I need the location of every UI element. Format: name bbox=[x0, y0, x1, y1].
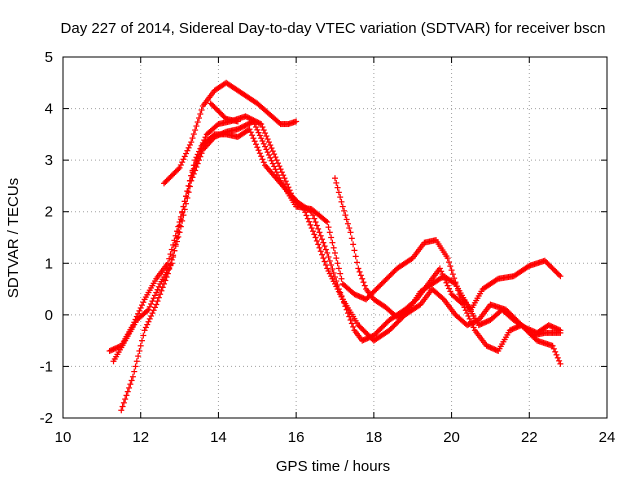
x-tick-label: 24 bbox=[599, 429, 616, 446]
y-tick-label: 3 bbox=[45, 152, 53, 169]
data-points bbox=[106, 79, 564, 414]
x-tick-label: 22 bbox=[521, 429, 538, 446]
x-tick-label: 18 bbox=[366, 429, 383, 446]
y-tick-label: 5 bbox=[45, 49, 53, 66]
chart-title: Day 227 of 2014, Sidereal Day-to-day VTE… bbox=[61, 20, 606, 37]
series bbox=[161, 79, 300, 187]
y-tick-label: 4 bbox=[45, 101, 53, 118]
y-tick-label: 2 bbox=[45, 204, 53, 221]
y-tick-label: 0 bbox=[45, 307, 53, 324]
x-tick-label: 10 bbox=[55, 429, 72, 446]
y-tick-label: -1 bbox=[40, 358, 53, 375]
y-tick-label: 1 bbox=[45, 255, 53, 272]
y-tick-label: -2 bbox=[40, 410, 53, 427]
y-axis-label: SDTVAR / TECUs bbox=[5, 178, 22, 298]
x-tick-label: 20 bbox=[443, 429, 460, 446]
x-tick-label: 16 bbox=[288, 429, 305, 446]
x-axis-label: GPS time / hours bbox=[276, 458, 390, 475]
x-tick-label: 12 bbox=[132, 429, 149, 446]
plot-frame bbox=[62, 56, 608, 419]
series bbox=[332, 175, 564, 336]
series bbox=[207, 100, 241, 125]
x-tick-label: 14 bbox=[210, 429, 227, 446]
